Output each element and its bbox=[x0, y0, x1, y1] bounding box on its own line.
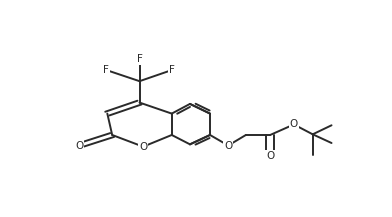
Text: O: O bbox=[290, 119, 298, 130]
Text: F: F bbox=[169, 65, 175, 75]
Text: F: F bbox=[136, 54, 142, 64]
Text: F: F bbox=[103, 65, 109, 75]
Text: O: O bbox=[224, 141, 232, 151]
Text: O: O bbox=[139, 142, 147, 152]
Text: O: O bbox=[266, 151, 274, 161]
Text: O: O bbox=[75, 141, 83, 151]
